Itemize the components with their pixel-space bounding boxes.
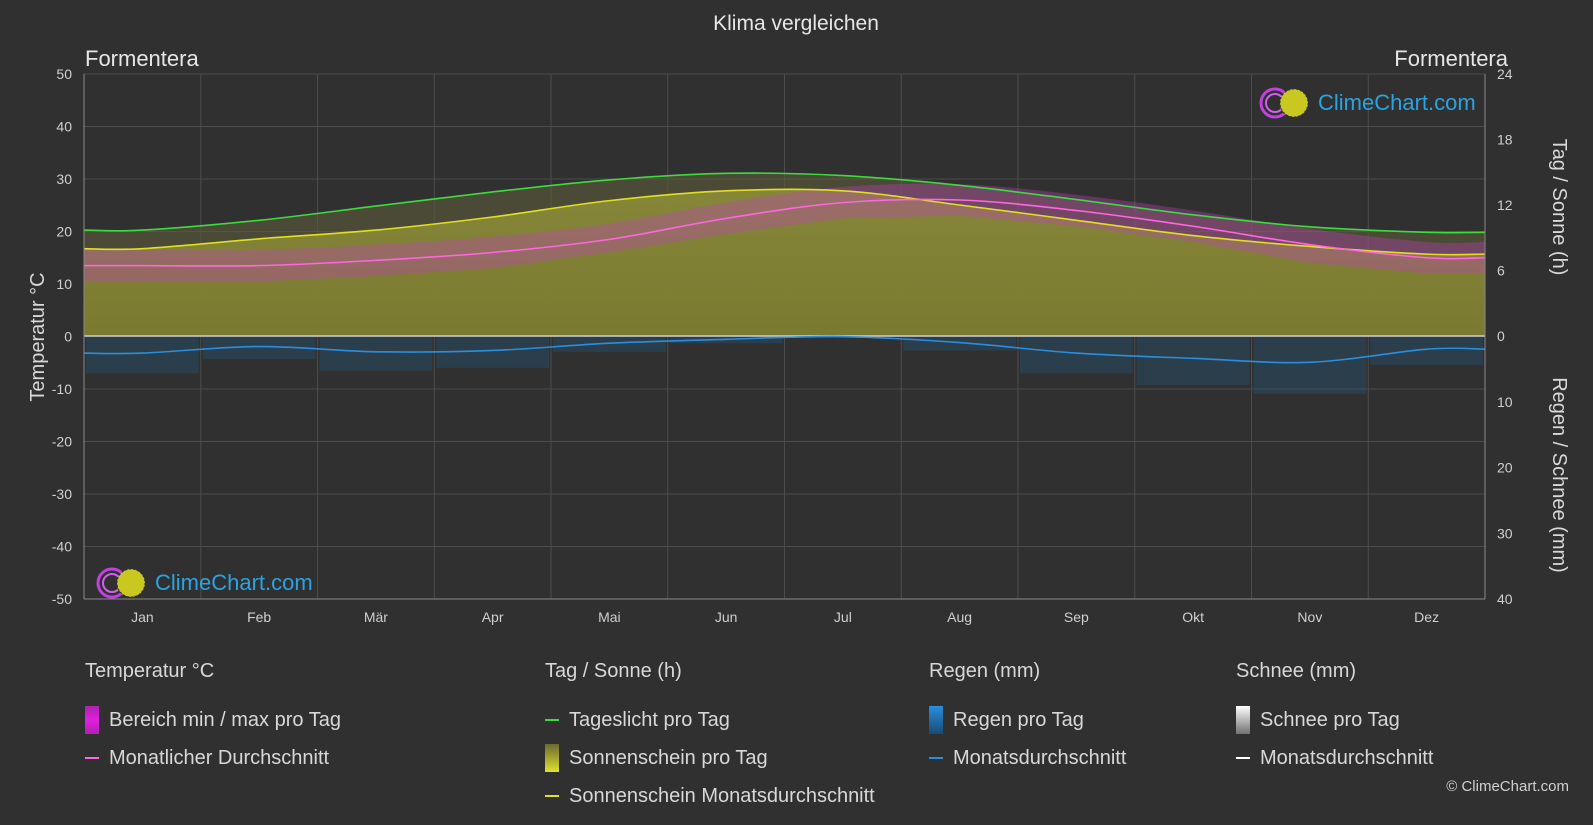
rain-bar [202,336,316,360]
rain-bar [1253,336,1367,394]
climate-chart: Klima vergleichen Formentera Formentera … [27,12,1570,625]
y-axis-left-label: Temperatur °C [27,272,49,401]
chart-title: Klima vergleichen [713,12,879,35]
x-tick-label: Mai [598,609,621,625]
sunshine-avg-line [83,188,1486,256]
legend-title: Temperatur °C [85,660,215,682]
logo-top: ClimeChart.com [1258,86,1476,120]
x-tick-label: Jun [715,609,738,625]
legend-item: Bereich min / max pro Tag [85,701,341,739]
daylight-line [83,172,1486,234]
x-tick-label: Okt [1182,609,1204,625]
x-tick-label: Nov [1297,609,1322,625]
y-left-tick-label: -20 [52,434,72,450]
temp-avg-line [84,198,1486,267]
y-right-top-tick-label: 0 [1497,328,1505,344]
legend-item: Monatsdurchschnitt [1236,739,1433,777]
logo-text: ClimeChart.com [1318,90,1476,115]
y-left-tick-label: -40 [52,539,72,555]
legend-title: Schnee (mm) [1236,660,1357,682]
legend-item: Schnee pro Tag [1236,701,1433,739]
y-axis-right-bottom-label: Regen / Schnee (mm) [1548,377,1570,573]
data-lines [83,172,1486,364]
range-swatch [85,706,99,734]
legend-item: Sonnenschein pro Tag [545,739,875,777]
legend-label: Monatlicher Durchschnitt [109,746,330,769]
logo-text: ClimeChart.com [155,570,313,595]
y-left-tick-label: 40 [56,119,72,135]
y-left-tick-label: 0 [64,329,72,345]
legend-title: Tag / Sonne (h) [545,660,682,682]
y-right-bottom-tick-label: 40 [1497,591,1513,607]
logo-bottom: ClimeChart.com [95,566,313,600]
x-tick-label: Apr [482,609,504,625]
y-right-top-tick-label: 24 [1497,66,1513,82]
legend-item: Sonnenschein Monatsdurchschnitt [545,777,875,815]
legend-label: Tageslicht pro Tag [569,708,730,731]
legend-label: Schnee pro Tag [1260,708,1400,731]
line-swatch [545,795,559,797]
sun-swatch [545,744,559,772]
location-right: Formentera [1394,46,1508,71]
legend-item: Regen pro Tag [929,701,1126,739]
y-right-top-tick-label: 6 [1497,263,1505,279]
legend-item: Tageslicht pro Tag [545,701,875,739]
legend-sun: Tag / Sonne (h) Tageslicht pro Tag Sonne… [545,660,875,815]
legend-item: Monatsdurchschnitt [929,739,1126,777]
sunshine-area [84,189,1485,336]
x-tick-label: Dez [1414,609,1439,625]
line-swatch [929,757,943,759]
x-tick-label: Mär [364,609,388,625]
legend-item: Monatlicher Durchschnitt [85,739,341,777]
y-left-tick-label: -10 [52,381,72,397]
y-left-tick-label: 50 [56,66,72,82]
line-swatch [85,757,99,759]
y-right-bottom-tick-label: 10 [1497,394,1513,410]
legend-temperature: Temperatur °C Bereich min / max pro Tag … [85,660,341,777]
climechart-logo-icon [1259,87,1309,119]
y-right-bottom-tick-label: 30 [1497,525,1513,541]
y-left-tick-label: -50 [52,591,72,607]
legend-label: Sonnenschein Monatsdurchschnitt [569,784,875,807]
axes: 50 40 30 20 10 0 -10 -20 -30 -40 -50 24 18 12 6 0 10 20 30… [52,66,1513,625]
y-right-top-tick-label: 18 [1497,132,1513,148]
rain-swatch [929,706,943,734]
legend-label: Sonnenschein pro Tag [569,746,768,769]
x-tick-label: Sep [1064,609,1089,625]
legend-snow: Schnee (mm) Schnee pro Tag Monatsdurchsc… [1236,660,1433,777]
rain-bar [319,336,433,371]
climechart-logo-icon [96,567,146,599]
y-right-top-tick-label: 12 [1497,197,1513,213]
legend-title: Regen (mm) [929,660,1041,682]
y-axis-right-top-label: Tag / Sonne (h) [1548,139,1570,276]
y-right-bottom-tick-label: 20 [1497,460,1513,476]
copyright: © ClimeChart.com [1446,778,1569,795]
legend-label: Monatsdurchschnitt [953,746,1127,769]
x-tick-label: Feb [247,609,271,625]
x-tick-label: Aug [947,609,972,625]
rain-bar [86,336,199,374]
y-left-tick-label: 30 [56,171,72,187]
y-left-tick-label: 10 [56,276,72,292]
snow-swatch [1236,706,1250,734]
legend-label: Regen pro Tag [953,708,1084,731]
location-left: Formentera [85,46,199,71]
rain-bar [1370,336,1483,365]
line-swatch [545,719,559,721]
legend-label: Bereich min / max pro Tag [109,708,341,731]
x-tick-label: Jul [834,609,852,625]
legend-label: Monatsdurchschnitt [1260,746,1434,769]
x-tick-label: Jan [131,609,154,625]
line-swatch [1236,757,1250,759]
y-left-tick-label: 20 [56,224,72,240]
legend-rain: Regen (mm) Regen pro Tag Monatsdurchschn… [929,660,1126,777]
rain-avg-line [83,335,1486,364]
y-left-tick-label: -30 [52,486,72,502]
